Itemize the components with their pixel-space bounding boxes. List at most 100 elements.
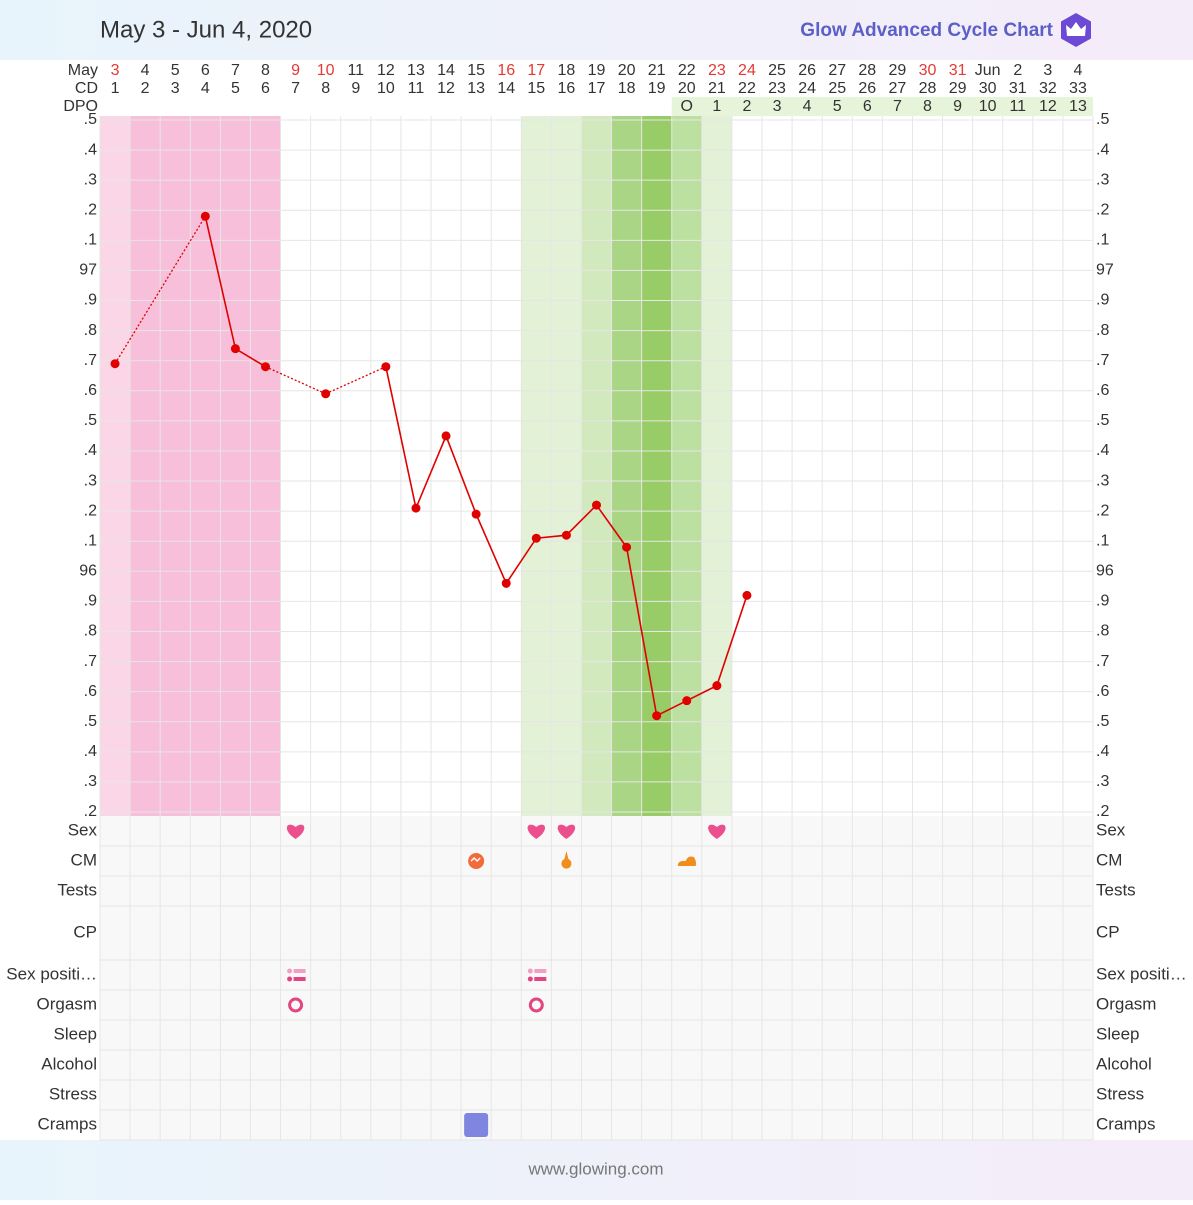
date-label: 12 [377, 62, 395, 79]
position-icon [534, 977, 547, 981]
cm-icon [561, 851, 572, 869]
crown [1066, 22, 1086, 36]
y-tick-label: .2 [84, 803, 97, 820]
fertility-band [581, 116, 612, 816]
date-label: 15 [467, 62, 485, 79]
y-tick-label: .5 [84, 713, 97, 730]
y2-tick-label: .6 [1096, 382, 1109, 399]
cd-label: 20 [678, 80, 696, 97]
symptom-label: Alcohol [41, 1054, 97, 1073]
fertility-band [160, 116, 191, 816]
dpo-label: 8 [923, 98, 932, 115]
footer-url: www.glowing.com [527, 1159, 663, 1178]
y-tick-label: 96 [79, 563, 97, 580]
cramps-icon [464, 1113, 489, 1137]
dpo-band [671, 97, 1093, 116]
dpo-label: 13 [1069, 98, 1087, 115]
cd-label: 10 [377, 80, 395, 97]
cd-label: 4 [201, 80, 210, 97]
position-icon [293, 977, 306, 981]
cd-label: 25 [828, 80, 846, 97]
date-label: 16 [497, 62, 515, 79]
y-tick-label: .8 [84, 322, 97, 339]
symptom-label: Sleep [1096, 1024, 1139, 1043]
y-tick-label: .6 [84, 382, 97, 399]
y-tick-label: .1 [84, 532, 97, 549]
cd-label: 12 [437, 80, 455, 97]
dpo-label: 6 [863, 98, 872, 115]
symptom-label: Tests [57, 880, 97, 899]
position-icon [527, 968, 533, 974]
temperature-point [381, 362, 391, 372]
position-icon [287, 976, 293, 982]
cm-icon [677, 856, 697, 866]
y2-tick-label: .9 [1096, 292, 1109, 309]
y2-tick-label: .3 [1096, 472, 1109, 489]
symptom-label: Sex [68, 820, 98, 839]
dpo-label: 1 [712, 98, 721, 115]
y-tick-label: .3 [84, 171, 97, 188]
symptom-label: Alcohol [1096, 1054, 1152, 1073]
position-icon [527, 976, 533, 982]
dpo-label: 3 [773, 98, 782, 115]
cd-label: 28 [919, 80, 937, 97]
y-tick-label: .4 [84, 442, 97, 459]
y-tick-label: .2 [84, 502, 97, 519]
chart-title: May 3 - Jun 4, 2020 [100, 16, 312, 43]
date-label: 27 [828, 62, 846, 79]
temperature-point [592, 500, 601, 510]
cd-label: 9 [351, 80, 360, 97]
y2-tick-label: 96 [1096, 563, 1114, 580]
temperature-point [622, 542, 632, 552]
temperature-point [261, 362, 270, 372]
temperature-point [742, 590, 752, 600]
heart-icon [708, 824, 726, 839]
date-label: 25 [768, 62, 786, 79]
cd-label: 33 [1069, 80, 1087, 97]
date-label: 4 [1074, 62, 1083, 79]
y-tick-label: .4 [84, 141, 97, 158]
brand: Glow Advanced Cycle Chart [800, 20, 1053, 41]
y-tick-label: .9 [84, 593, 97, 610]
temperature-point [561, 530, 571, 540]
y2-tick-label: 97 [1096, 262, 1114, 279]
symptom-label: Orgasm [37, 994, 97, 1013]
y-tick-label: .7 [84, 653, 97, 670]
date-label: 31 [949, 62, 967, 79]
symptom-area [100, 816, 1093, 1140]
temperature-point [230, 344, 240, 354]
date-label: 28 [858, 62, 876, 79]
date-label: 9 [291, 62, 300, 79]
y2-tick-label: .7 [1096, 352, 1109, 369]
fertility-band [611, 116, 642, 816]
date-label: 20 [618, 62, 636, 79]
cd-label: 15 [527, 80, 545, 97]
fertility-band [100, 116, 131, 816]
symptom-label: CP [73, 922, 97, 941]
y-tick-label: .8 [84, 623, 97, 640]
dpo-label: 11 [1009, 98, 1026, 115]
heart-icon [557, 824, 576, 839]
date-label: 26 [798, 62, 816, 79]
temperature-point [682, 696, 692, 706]
date-label: 22 [678, 62, 696, 79]
fertility-band [701, 116, 732, 816]
date-label: 4 [141, 62, 150, 79]
date-label: 21 [648, 62, 666, 79]
y2-tick-label: .2 [1096, 201, 1109, 218]
date-label: 24 [738, 62, 756, 79]
symptom-label: CM [1096, 850, 1122, 869]
orgasm-icon [528, 997, 544, 1013]
symptom-label: CP [1096, 922, 1120, 941]
y-tick-label: .1 [84, 232, 97, 249]
cd-label: 29 [949, 80, 967, 97]
fertility-band [250, 116, 281, 816]
symptom-label: Stress [49, 1084, 97, 1103]
y2-tick-label: .5 [1096, 111, 1109, 128]
cd-label: 26 [858, 80, 876, 97]
date-label: 5 [171, 62, 180, 79]
cd-label: 1 [111, 80, 120, 97]
gap-connector [325, 366, 387, 395]
cd-label: 2 [141, 80, 150, 97]
